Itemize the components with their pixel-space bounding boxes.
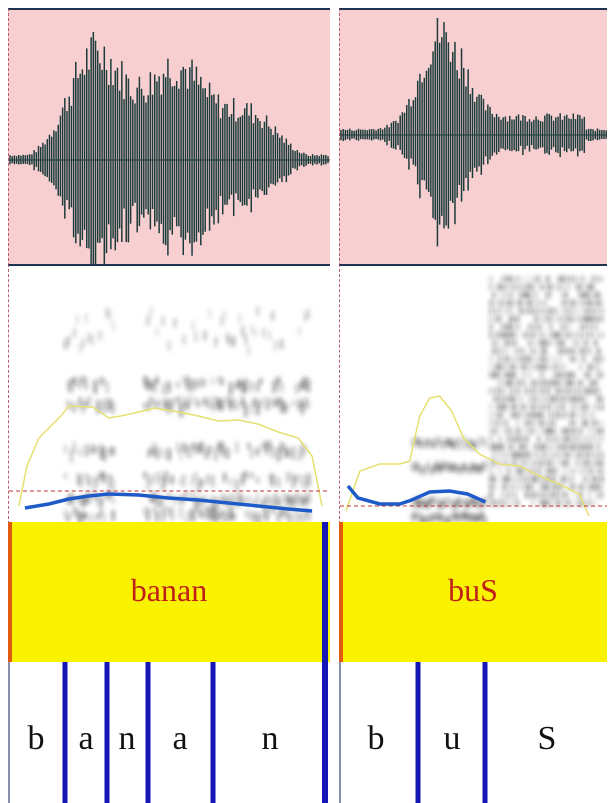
word-label: banan — [130, 572, 208, 608]
phone-label: u — [443, 720, 461, 757]
phone-label: a — [78, 720, 94, 757]
intensity-contour — [345, 395, 590, 517]
pitch-contour — [346, 484, 487, 506]
tier-onset-marker — [339, 522, 343, 662]
phone-label: n — [261, 720, 279, 757]
spectrogram-svg — [340, 276, 607, 524]
spectrogram-bus — [339, 264, 607, 524]
word-tier-bus: buS — [339, 522, 607, 663]
phone-boundary — [104, 662, 110, 803]
phone-label: a — [172, 720, 188, 757]
phone-label: S — [537, 720, 557, 757]
panel-banan: banan b a n a n — [8, 0, 330, 803]
phone-label: n — [118, 720, 136, 757]
phone-boundary — [62, 662, 68, 803]
tier-frame — [339, 662, 341, 803]
phone-label: b — [27, 720, 45, 757]
waveform-banan — [8, 8, 330, 266]
panel-bus: buS b u S — [339, 0, 607, 803]
phone-tier-bus: b u S — [339, 662, 607, 803]
phone-label: b — [367, 720, 385, 757]
spectrogram-banan — [8, 264, 330, 524]
phone-boundary — [145, 662, 151, 803]
tier-frame — [8, 662, 10, 803]
waveform-bus — [339, 8, 607, 266]
spectrogram-svg — [9, 306, 330, 524]
tier-onset-marker — [8, 522, 12, 662]
word-end-boundary — [322, 522, 328, 803]
phone-boundary — [210, 662, 216, 803]
intensity-contour — [18, 405, 323, 507]
phone-boundary — [482, 662, 488, 803]
waveform-svg — [9, 32, 330, 266]
pitch-contour — [24, 492, 313, 513]
waveform-svg — [340, 17, 607, 247]
word-tier-banan: banan — [8, 522, 330, 663]
word-label: buS — [448, 572, 498, 608]
phone-boundary — [415, 662, 421, 803]
phone-tier-banan: b a n a n — [8, 662, 330, 803]
